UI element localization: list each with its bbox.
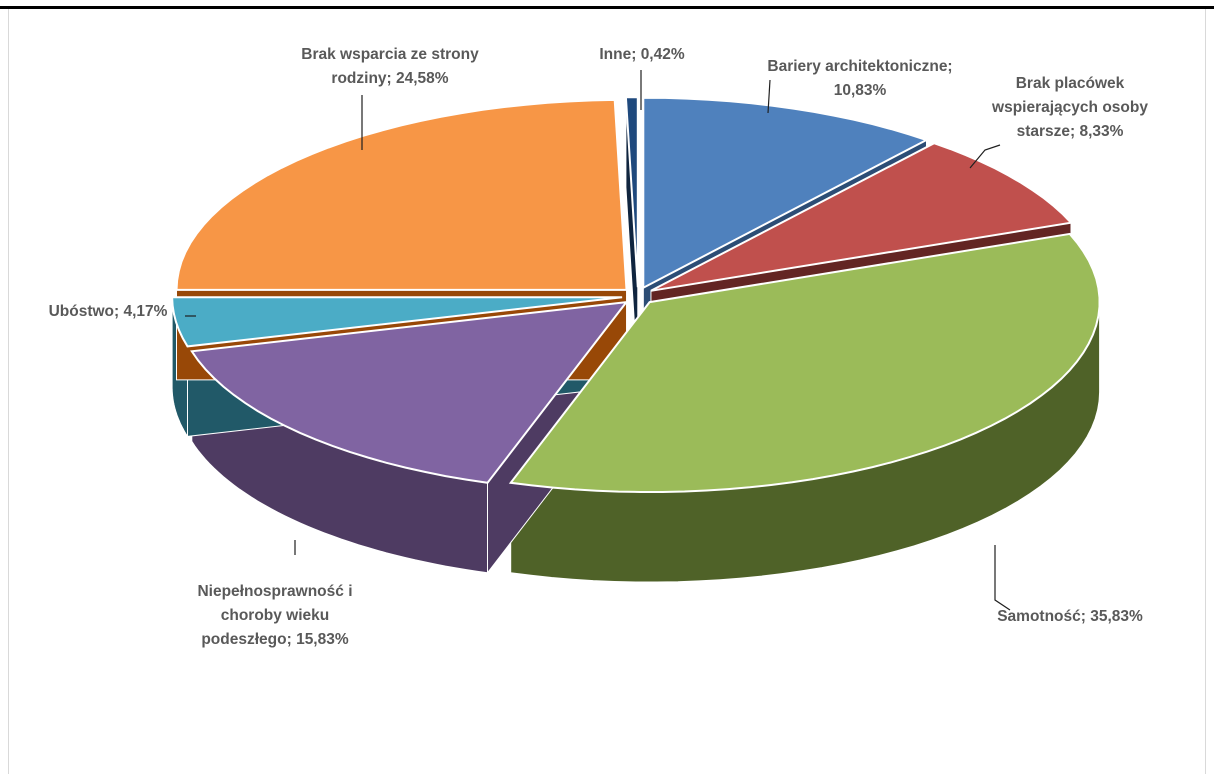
slice-label-line: starsze; 8,33% bbox=[1017, 123, 1124, 140]
slice-ubostwo bbox=[171, 296, 623, 348]
slice-brak-wsparcia bbox=[175, 98, 628, 291]
slice-samotnosc bbox=[508, 232, 1101, 493]
slice-label-line: Brak wsparcia ze strony bbox=[301, 46, 479, 63]
leader-line-brak-placowek bbox=[969, 144, 1001, 169]
slice-label-line: Bariery architektoniczne; bbox=[767, 58, 952, 75]
slice-label-line: rodziny; 24,58% bbox=[331, 70, 448, 87]
pie-tops bbox=[171, 96, 1101, 493]
slice-label-bariery: Bariery architektoniczne; 10,83% bbox=[767, 58, 952, 99]
leader-line-samotnosc bbox=[994, 545, 1011, 611]
slice-label-line: Ubóstwo; 4,17% bbox=[49, 303, 168, 320]
top-border bbox=[0, 6, 1214, 9]
slice-label-brak-placowek: Brak placówek wspierających osoby starsze;… bbox=[991, 75, 1148, 140]
slice-labels: Bariery architektoniczne; 10,83% Brak plac… bbox=[49, 46, 1149, 648]
slice-label-line: Niepełnosprawność i bbox=[197, 583, 352, 600]
slice-label-samotnosc: Samotność; 35,83% bbox=[997, 608, 1143, 625]
left-border bbox=[8, 9, 9, 774]
slice-label-line: 10,83% bbox=[834, 82, 887, 99]
slice-label-line: Brak placówek bbox=[1016, 75, 1125, 92]
slice-label-brak-wsparcia: Brak wsparcia ze strony rodziny; 24,58% bbox=[301, 46, 479, 87]
leader-line-bariery bbox=[767, 79, 771, 114]
slice-brak-placowek bbox=[650, 142, 1074, 292]
slice-label-line: podeszłego; 15,83% bbox=[201, 631, 349, 648]
slice-bariery bbox=[642, 96, 930, 290]
slice-niepelnosprawnosc bbox=[190, 300, 629, 484]
slice-label-line: wspierających osoby bbox=[991, 99, 1148, 116]
right-border bbox=[1205, 9, 1206, 774]
slice-label-line: choroby wieku bbox=[221, 607, 330, 624]
slice-inne bbox=[624, 96, 639, 288]
slice-label-inne: Inne; 0,42% bbox=[599, 46, 684, 63]
slice-label-line: Samotność; 35,83% bbox=[997, 608, 1143, 625]
slice-label-line: Inne; 0,42% bbox=[599, 46, 684, 63]
slice-label-ubostwo: Ubóstwo; 4,17% bbox=[49, 303, 168, 320]
slice-label-niepelnosprawnosc: Niepełnosprawność i choroby wieku podeszłe… bbox=[197, 583, 352, 648]
label-leaders bbox=[185, 70, 1011, 611]
